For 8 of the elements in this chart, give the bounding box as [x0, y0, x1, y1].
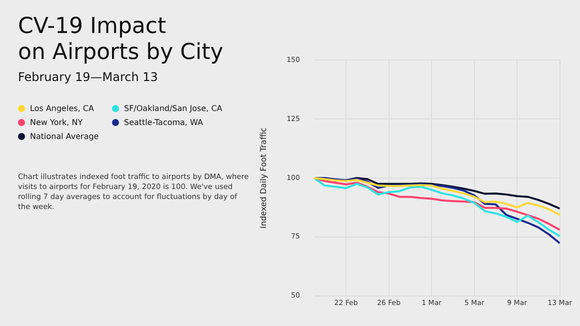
legend-label: New York, NY [29, 118, 84, 127]
legend-label: SF/Oakland/San Jose, CA [123, 104, 224, 113]
text: CV-19 Impact on Airports by City [18, 14, 224, 66]
text: February 19—March 13 [18, 70, 158, 84]
legend-label: Los Angeles, CA [29, 104, 95, 113]
legend-label: Seattle-Tacoma, WA [123, 118, 204, 127]
legend-label: National Average [29, 132, 100, 141]
y-axis-title: Indexed Daily Foot Traffic [258, 128, 268, 228]
